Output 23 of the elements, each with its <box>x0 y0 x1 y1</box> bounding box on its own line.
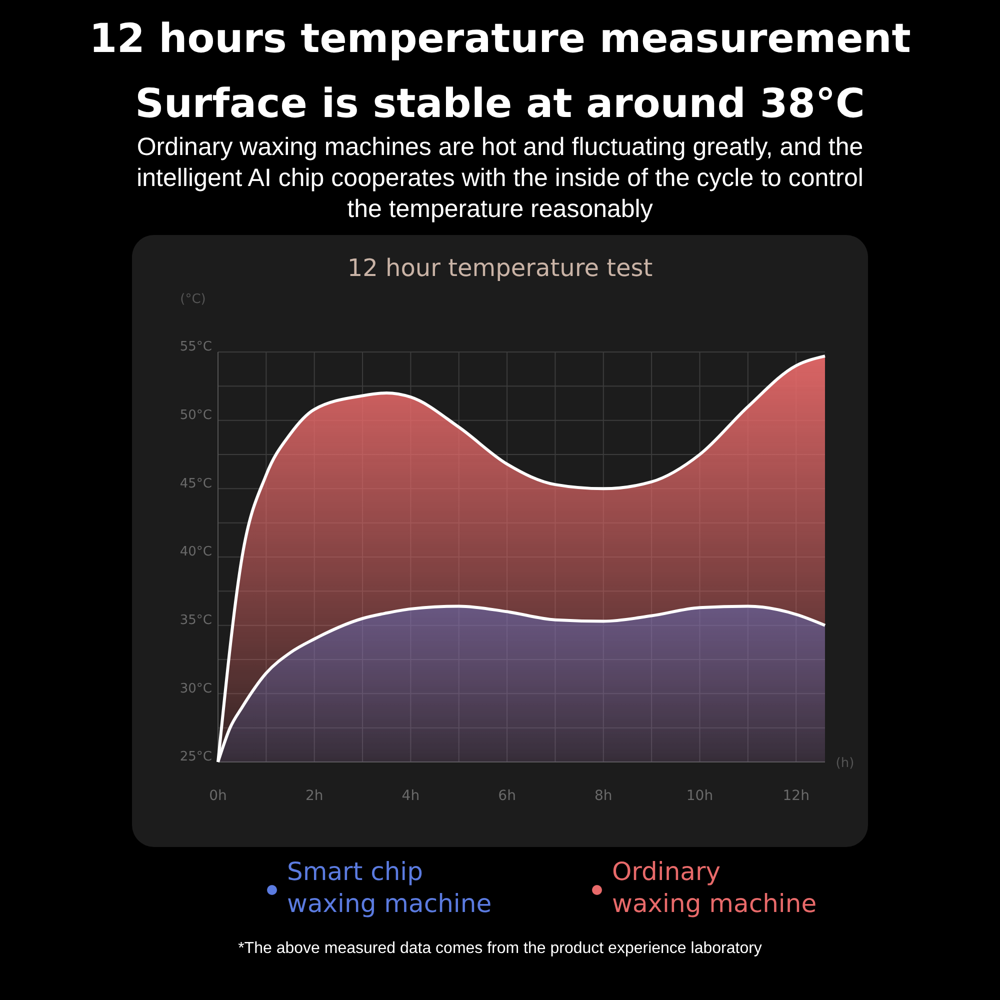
legend-label: Smart chip waxing machine <box>287 857 492 918</box>
x-tick-label: 0h <box>209 788 227 804</box>
chart-title: 12 hours temperature measurement <box>89 16 911 62</box>
x-tick-label: 12h <box>782 788 810 804</box>
chart-subtitle: Surface is stable at around 38°C <box>135 81 865 127</box>
y-tick-label: 50°C <box>180 408 212 424</box>
y-axis-title: (°C) <box>180 292 206 307</box>
x-tick-label: 10h <box>686 788 714 804</box>
text: 12 hour temperature test <box>347 254 653 282</box>
text: Ordinary waxing machines are hot and fluctuating greatly, and the intelligent AI chip cooperates with the inside of the cycle to control the temperature reasonably <box>136 133 864 223</box>
text: *The above measured data comes from the product experience laboratory <box>238 940 762 957</box>
legend-label: Ordinary waxing machine <box>612 857 817 918</box>
x-tick-label: 4h <box>402 788 420 804</box>
y-tick-label: 25°C <box>180 750 212 765</box>
y-tick-label: 30°C <box>180 681 212 696</box>
y-tick-label: 45°C <box>180 476 212 492</box>
x-tick-label: 6h <box>498 788 516 804</box>
x-tick-label: 8h <box>594 788 612 804</box>
y-tick-label: 35°C <box>180 613 212 628</box>
x-tick-label: 2h <box>305 788 324 804</box>
y-tick-label: 40°C <box>180 544 212 560</box>
x-axis-title: (h) <box>836 756 854 771</box>
y-tick-label: 55°C <box>180 340 212 355</box>
